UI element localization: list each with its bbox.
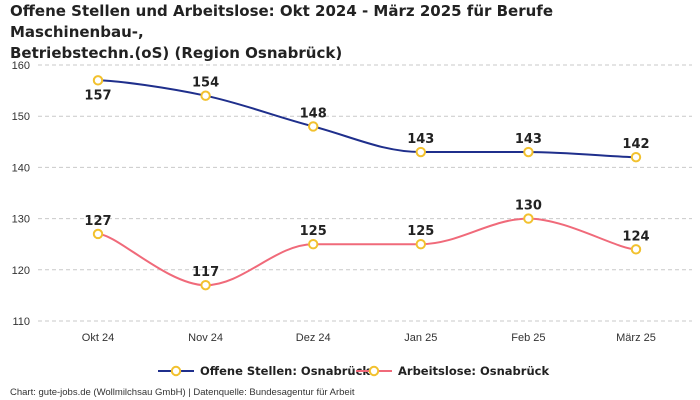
data-label: 157 [84, 88, 111, 103]
series-line [97, 79, 637, 159]
legend-marker [170, 365, 182, 377]
y-tick-label: 110 [12, 316, 30, 328]
x-tick-label: Okt 24 [82, 332, 114, 344]
legend: Offene Stellen: Osnabrück Arbeitslose: Os… [158, 364, 549, 378]
data-point [415, 146, 426, 158]
data-label: 148 [300, 106, 327, 121]
data-label: 127 [84, 214, 111, 229]
legend-label: Offene Stellen: Osnabrück [200, 364, 370, 378]
data-label: 143 [515, 132, 542, 147]
data-label: 117 [192, 265, 219, 280]
y-tick-label: 160 [12, 60, 30, 72]
series-line [97, 217, 637, 287]
data-point [415, 239, 426, 250]
data-point [92, 228, 104, 240]
y-grid: 110 120 130 140 150 160 [12, 60, 692, 328]
data-point [630, 244, 642, 255]
x-axis: Okt 24 Nov 24 Dez 24 Jan 25 Feb 25 März 25 [82, 332, 656, 344]
series-offene-stellen: 157 154 148 143 143 142 [84, 75, 650, 163]
data-label: 154 [192, 76, 219, 91]
data-point [200, 279, 211, 291]
legend-label: Arbeitslose: Osnabrück [398, 364, 549, 378]
data-point [523, 213, 534, 224]
data-point [200, 90, 211, 101]
chart-title: Offene Stellen und Arbeitslose: Okt 2024… [10, 1, 690, 64]
data-label: 142 [622, 137, 649, 152]
legend-item: Arbeitslose: Osnabrück [356, 364, 549, 378]
x-tick-label: Feb 25 [511, 332, 545, 344]
legend-item: Offene Stellen: Osnabrück [158, 364, 370, 378]
y-tick-label: 120 [12, 265, 30, 277]
series-arbeitslose: 127 117 125 125 130 124 [84, 199, 650, 291]
legend-marker [368, 365, 380, 377]
data-label: 124 [622, 229, 649, 244]
y-tick-label: 140 [12, 162, 30, 174]
data-point [92, 75, 104, 86]
data-label: 130 [515, 199, 542, 214]
y-tick-label: 150 [12, 111, 30, 123]
x-tick-label: Jan 25 [404, 332, 437, 344]
chart-title-line-1: Offene Stellen und Arbeitslose: Okt 2024… [10, 2, 554, 41]
data-point [630, 151, 642, 163]
source-note: Chart: gute-jobs.de (Wollmilchsau GmbH) … [10, 387, 355, 398]
x-tick-label: Nov 24 [188, 332, 223, 344]
chart-title-line-2: Betriebstechn.(oS) (Region Osnabrück) [10, 44, 343, 62]
data-label: 143 [407, 132, 434, 147]
x-tick-label: Dez 24 [296, 332, 331, 344]
data-point [523, 146, 534, 158]
data-point [308, 239, 319, 250]
data-point [308, 121, 319, 132]
y-tick-label: 130 [12, 214, 30, 226]
data-label: 125 [300, 224, 327, 239]
x-tick-label: März 25 [616, 332, 656, 344]
data-label: 125 [407, 224, 434, 239]
